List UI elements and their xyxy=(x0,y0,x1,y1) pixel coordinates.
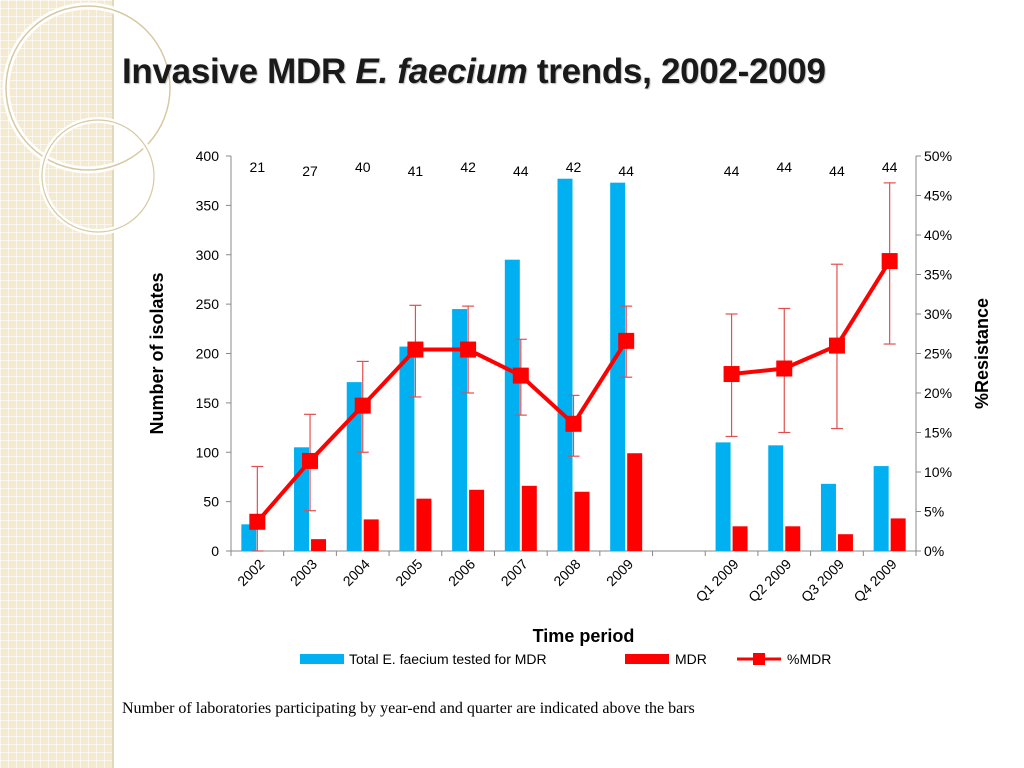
lab-count-label: 44 xyxy=(776,159,792,175)
mdr-bar xyxy=(785,526,801,551)
pct-mdr-marker xyxy=(723,366,740,383)
slide-title: Invasive MDR E. faecium trends, 2002-200… xyxy=(122,52,826,92)
mdr-bar xyxy=(627,453,643,551)
y-tick-label: 200 xyxy=(196,346,220,362)
pct-mdr-marker xyxy=(512,367,529,384)
y-tick-label: 50 xyxy=(203,494,219,510)
footnote: Number of laboratories participating by … xyxy=(122,700,695,717)
y2-tick-label: 50% xyxy=(924,148,952,164)
legend-marker-pct xyxy=(753,653,765,665)
lab-count-label: 42 xyxy=(566,159,582,175)
pct-mdr-marker xyxy=(881,253,898,270)
lab-count-label: 41 xyxy=(408,163,424,179)
x-tick-label: Q4 2009 xyxy=(850,556,899,605)
lab-count-label: 44 xyxy=(724,163,740,179)
lab-count-label: 44 xyxy=(513,163,529,179)
title-part1: Invasive MDR xyxy=(122,52,356,91)
y2-tick-label: 20% xyxy=(924,385,952,401)
lab-count-label: 40 xyxy=(355,159,371,175)
lab-count-label: 21 xyxy=(250,159,266,175)
legend-label-pct: %MDR xyxy=(787,651,831,667)
pct-mdr-marker xyxy=(460,341,477,358)
lab-count-label: 44 xyxy=(882,159,898,175)
x-tick-label: 2005 xyxy=(392,556,425,589)
pct-mdr-marker xyxy=(302,452,319,469)
y2-tick-label: 15% xyxy=(924,425,952,441)
total-isolates-bar xyxy=(820,483,836,551)
title-italic-species: E. faecium xyxy=(355,52,528,91)
mdr-bar xyxy=(363,519,379,551)
total-isolates-bar xyxy=(241,524,257,551)
x-tick-label: Q3 2009 xyxy=(798,556,847,605)
pct-mdr-marker xyxy=(354,397,371,414)
pct-mdr-line xyxy=(255,339,628,524)
total-isolates-bar xyxy=(346,382,362,551)
y2-tick-label: 10% xyxy=(924,464,952,480)
y-tick-label: 250 xyxy=(196,296,220,312)
x-tick-label: 2006 xyxy=(445,556,478,589)
y-tick-label: 0 xyxy=(211,543,219,559)
legend-swatch-mdr xyxy=(625,654,669,664)
total-isolates-bar xyxy=(399,346,415,551)
legend-label-mdr: MDR xyxy=(675,651,707,667)
lab-count-label: 44 xyxy=(829,163,845,179)
x-tick-label: Q1 2009 xyxy=(692,556,741,605)
total-isolates-bar xyxy=(504,259,520,551)
y2-axis-title: %Resistance xyxy=(972,298,992,409)
lab-count-label: 27 xyxy=(302,163,318,179)
total-isolates-bar xyxy=(715,442,731,551)
total-isolates-bar xyxy=(873,466,889,551)
pct-mdr-marker xyxy=(565,415,582,432)
y2-tick-label: 5% xyxy=(924,504,944,520)
lab-count-label: 44 xyxy=(618,163,634,179)
title-part2: trends, 2002-2009 xyxy=(527,52,826,91)
mdr-trend-chart: 0 50 100 150 200 250 300 350 400 0% 5% 10% 15% 20% 25%… xyxy=(147,148,992,667)
pct-mdr-marker xyxy=(249,513,266,530)
mdr-bar xyxy=(311,539,327,551)
mdr-bar xyxy=(416,498,432,551)
pct-mdr-marker xyxy=(776,360,793,377)
y2-tick-label: 35% xyxy=(924,267,952,283)
y-axis-title: Number of isolates xyxy=(147,272,167,434)
mdr-bar xyxy=(469,489,485,551)
x-tick-label: 2002 xyxy=(234,556,267,589)
y2-tick-label: 30% xyxy=(924,306,952,322)
y2-tick-label: 0% xyxy=(924,543,944,559)
total-isolates-bar xyxy=(610,182,626,551)
mdr-bar xyxy=(732,526,748,551)
x-tick-label: 2008 xyxy=(550,556,583,589)
mdr-bar xyxy=(837,534,853,551)
mdr-bar xyxy=(890,518,906,551)
pct-mdr-line xyxy=(731,260,892,377)
pct-mdr-marker xyxy=(618,332,635,349)
total-isolates-bar xyxy=(452,309,468,551)
x-tick-label: 2004 xyxy=(340,556,373,589)
y2-tick-label: 45% xyxy=(924,188,952,204)
y-tick-label: 400 xyxy=(196,148,220,164)
x-axis-title: Time period xyxy=(533,626,635,646)
y2-tick-label: 25% xyxy=(924,346,952,362)
y-tick-label: 350 xyxy=(196,197,220,213)
pct-mdr-marker xyxy=(828,337,845,354)
mdr-bar xyxy=(521,485,537,551)
mdr-bar xyxy=(574,491,590,551)
lab-count-label: 42 xyxy=(460,159,476,175)
y-tick-label: 100 xyxy=(196,444,220,460)
x-tick-label: 2007 xyxy=(498,556,531,589)
pct-mdr-marker xyxy=(407,341,424,358)
x-tick-label: 2009 xyxy=(603,556,636,589)
x-tick-label: 2003 xyxy=(287,556,320,589)
total-isolates-bar xyxy=(557,178,573,551)
y2-tick-label: 40% xyxy=(924,227,952,243)
legend-swatch-total xyxy=(300,654,344,664)
legend-label-total: Total E. faecium tested for MDR xyxy=(349,651,547,667)
y-tick-label: 150 xyxy=(196,395,220,411)
x-tick-label: Q2 2009 xyxy=(745,556,794,605)
y-tick-label: 300 xyxy=(196,247,220,263)
total-isolates-bar xyxy=(768,445,784,551)
